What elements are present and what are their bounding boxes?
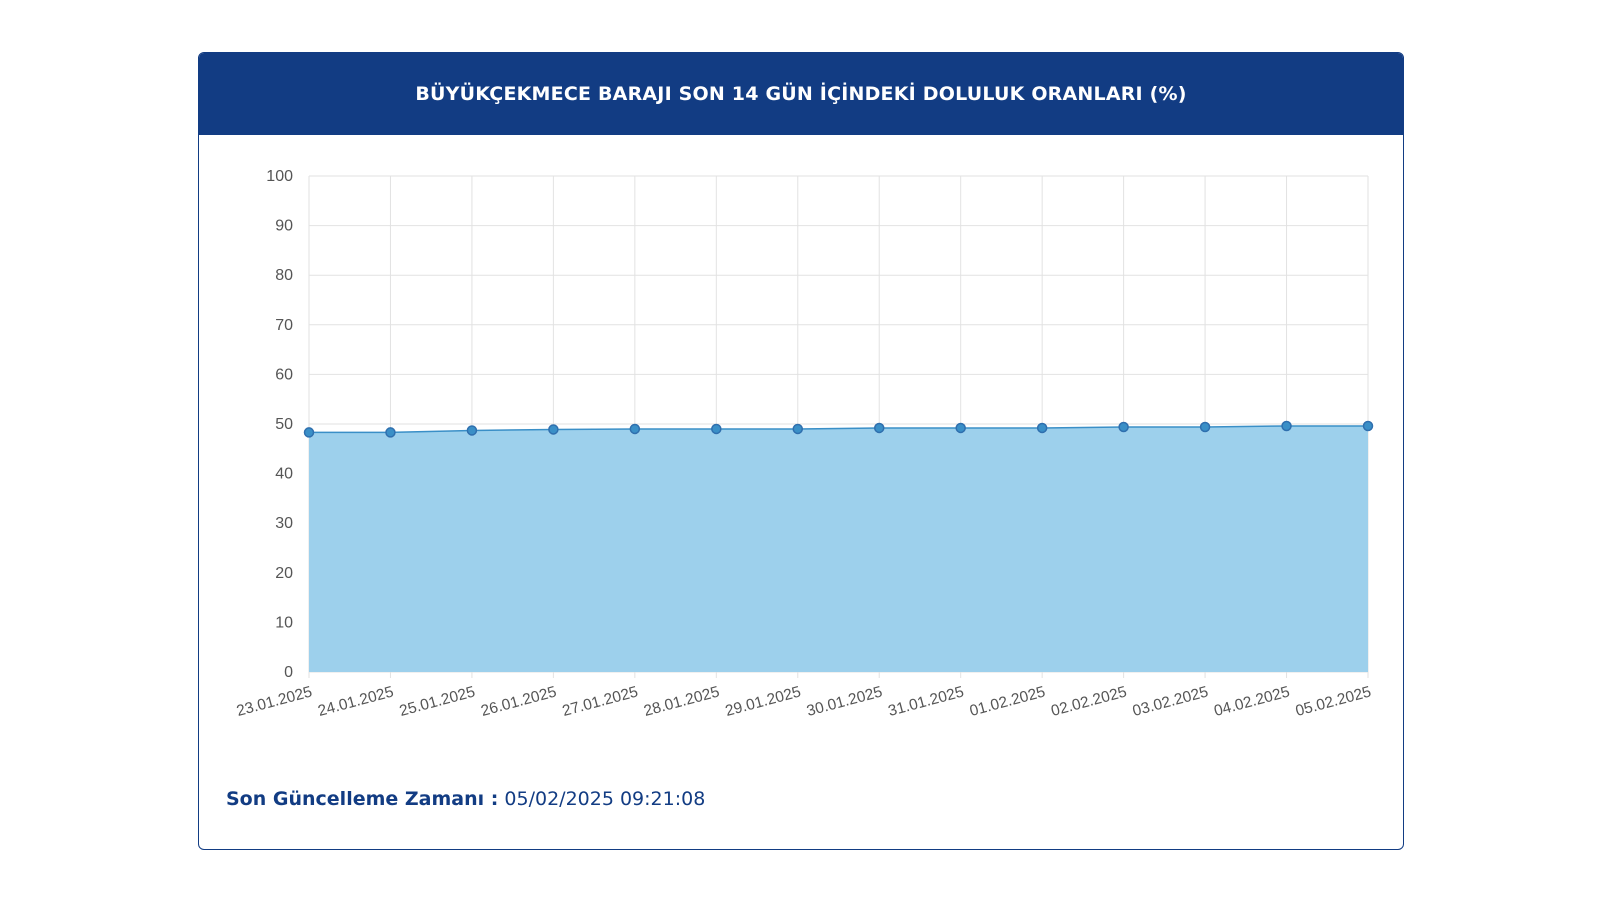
y-tick-label: 100: [266, 168, 293, 185]
x-axis-ticks: 23.01.2025 24.01.2025 25.01.2025 26.01.2025…: [235, 683, 1373, 719]
data-point: [1281, 420, 1292, 432]
last-update-value: 05/02/2025 09:21:08: [504, 788, 706, 810]
x-tick-label: 02.02.2025: [1049, 683, 1128, 719]
x-tick-label: 05.02.2025: [1294, 683, 1373, 719]
data-point: [466, 425, 478, 436]
data-point: [1036, 422, 1048, 434]
last-update: Son Güncelleme Zamanı : 05/02/2025 09:21…: [226, 788, 705, 810]
x-tick-label: 27.01.2025: [561, 683, 640, 719]
occupancy-chart: 0 10 20 30 40 50 60 70 80 90 100 23.01.2025 24.01.2…: [235, 168, 1374, 720]
data-point: [1362, 420, 1374, 432]
y-tick-label: 70: [275, 317, 293, 334]
y-tick-label: 20: [275, 565, 293, 582]
data-point: [303, 427, 315, 438]
x-tick-label: 26.01.2025: [479, 683, 558, 719]
y-tick-label: 40: [275, 466, 293, 483]
y-tick-label: 50: [275, 416, 293, 433]
area-series: [309, 425, 1368, 672]
data-point: [1118, 421, 1129, 433]
data-point: [711, 423, 722, 435]
chart-area: 0 10 20 30 40 50 60 70 80 90 100 23.01.2025 24.01.2…: [199, 135, 1403, 795]
chart-title: BÜYÜKÇEKMECE BARAJI SON 14 GÜN İÇİNDEKİ …: [199, 53, 1403, 135]
data-point: [385, 427, 396, 438]
y-tick-label: 10: [275, 614, 293, 631]
data-point: [548, 424, 559, 435]
y-tick-label: 30: [275, 515, 293, 532]
x-tick-label: 23.01.2025: [235, 683, 314, 719]
data-point: [955, 422, 966, 434]
y-tick-label: 60: [275, 366, 293, 383]
x-tick-label: 28.01.2025: [642, 683, 721, 719]
area-fill: [309, 425, 1368, 672]
y-tick-label: 80: [275, 267, 293, 284]
data-points: [303, 420, 1374, 438]
x-tick-label: 04.02.2025: [1212, 683, 1291, 719]
x-tick-label: 31.01.2025: [886, 683, 965, 719]
y-tick-label: 0: [284, 664, 293, 681]
x-tick-label: 01.02.2025: [968, 683, 1047, 719]
data-point: [1199, 421, 1211, 433]
data-point: [792, 423, 804, 435]
x-tick-label: 03.02.2025: [1131, 683, 1210, 719]
x-tick-label: 29.01.2025: [723, 683, 802, 719]
dam-chart-card: BÜYÜKÇEKMECE BARAJI SON 14 GÜN İÇİNDEKİ …: [198, 52, 1404, 850]
y-tick-label: 90: [275, 218, 293, 235]
y-axis-ticks: 0 10 20 30 40 50 60 70 80 90 100: [266, 168, 293, 681]
data-point: [873, 422, 885, 434]
series-line: [309, 425, 1368, 434]
x-tick-label: 30.01.2025: [805, 683, 884, 719]
data-point: [629, 423, 641, 435]
x-tick-label: 25.01.2025: [398, 683, 477, 719]
last-update-label: Son Güncelleme Zamanı :: [226, 788, 499, 810]
x-tick-label: 24.01.2025: [316, 683, 395, 719]
